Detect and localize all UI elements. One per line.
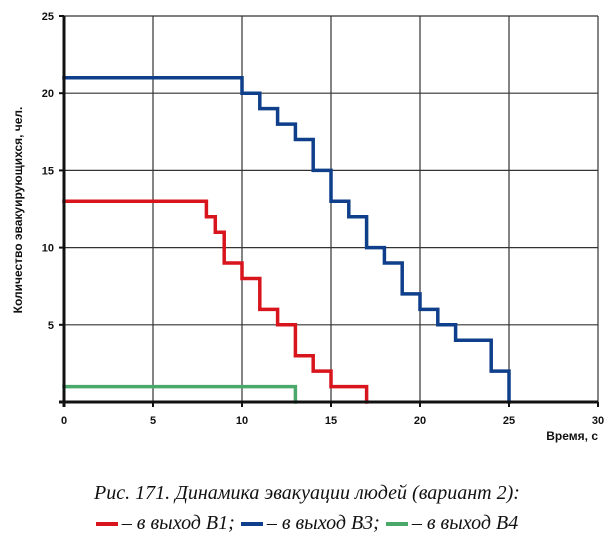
figure-caption: Рис. 171. Динамика эвакуации людей (вари… bbox=[94, 482, 520, 504]
y-tick-label: 20 bbox=[42, 88, 54, 100]
y-tick-label: 5 bbox=[48, 320, 54, 332]
axes bbox=[59, 15, 599, 407]
tick-labels: 0 5 10 15 20 25 30 5 10 15 20 25 bbox=[42, 11, 604, 427]
series-line-2 bbox=[62, 76, 511, 404]
series-lines bbox=[62, 76, 511, 404]
legend-label: – в выход В1; bbox=[121, 512, 235, 534]
evacuation-chart: 0 5 10 15 20 25 30 5 10 15 20 25 Время, с Количеств… bbox=[11, 11, 604, 443]
x-tick-label: 0 bbox=[61, 415, 67, 427]
y-tick-label: 15 bbox=[42, 165, 54, 177]
series-line-3 bbox=[62, 384, 298, 404]
legend-item-3: – в выход В4 bbox=[385, 512, 519, 535]
x-tick-label: 15 bbox=[325, 415, 337, 427]
x-tick-label: 20 bbox=[414, 415, 426, 427]
legend-label: – в выход В3; bbox=[266, 512, 380, 534]
y-tick-label: 10 bbox=[42, 243, 54, 255]
legend: – в выход В1; – в выход В3; – в выход В4 bbox=[0, 512, 614, 535]
legend-swatch bbox=[240, 522, 263, 527]
legend-item-1: – в выход В1; bbox=[95, 512, 235, 535]
legend-label: – в выход В4 bbox=[411, 512, 519, 534]
y-axis-title: Количество эвакуирующихся, чел. bbox=[11, 107, 25, 314]
legend-swatch bbox=[95, 522, 118, 527]
legend-swatch bbox=[385, 522, 408, 527]
series-line-1 bbox=[62, 199, 369, 404]
x-tick-label: 10 bbox=[236, 415, 248, 427]
legend-item-2: – в выход В3; bbox=[240, 512, 380, 535]
x-axis-title: Время, с bbox=[546, 429, 598, 443]
x-tick-label: 25 bbox=[503, 415, 515, 427]
y-tick-label: 25 bbox=[42, 11, 54, 23]
x-tick-label: 5 bbox=[150, 415, 156, 427]
x-tick-label: 30 bbox=[592, 415, 604, 427]
grid-lines bbox=[64, 15, 599, 402]
